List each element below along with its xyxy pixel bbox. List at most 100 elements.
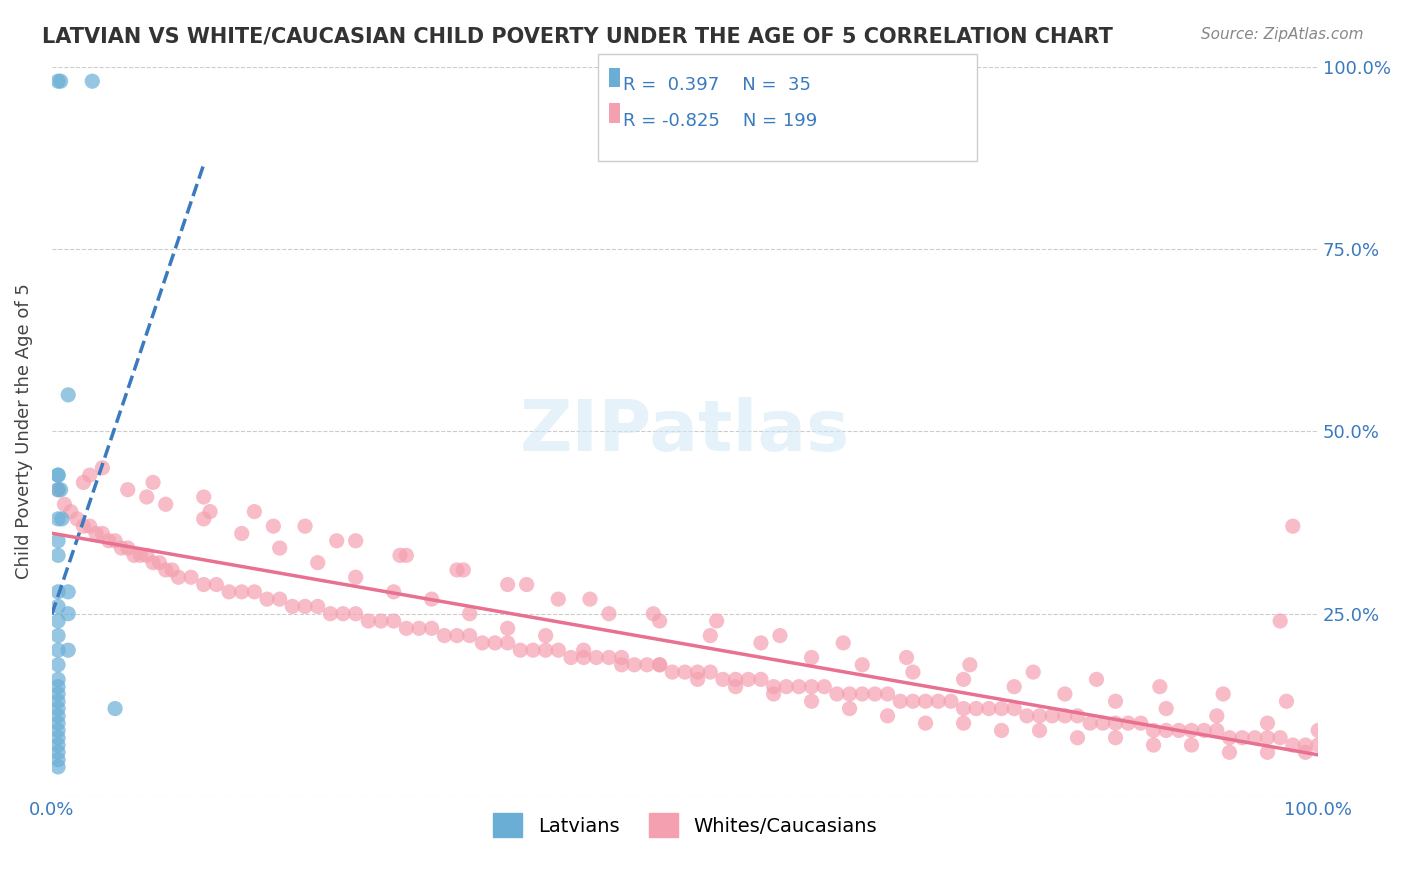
Text: ZIPatlas: ZIPatlas — [520, 397, 851, 466]
Point — [1002, 701, 1025, 715]
Point — [598, 650, 620, 665]
Point — [46, 745, 69, 759]
Point — [66, 512, 89, 526]
Point — [1053, 709, 1076, 723]
Point — [142, 475, 165, 490]
Point — [737, 673, 759, 687]
Point — [800, 694, 823, 708]
Point — [1180, 738, 1202, 752]
Point — [82, 74, 104, 88]
Point — [395, 621, 418, 635]
Point — [91, 460, 114, 475]
Point — [46, 468, 69, 483]
Point — [1078, 716, 1101, 731]
Point — [294, 519, 316, 533]
Point — [46, 614, 69, 628]
Point — [1066, 731, 1088, 745]
Point — [46, 599, 69, 614]
Point — [104, 701, 127, 715]
Point — [231, 526, 253, 541]
Point — [1040, 709, 1063, 723]
Point — [863, 687, 886, 701]
Point — [762, 687, 785, 701]
Point — [1192, 723, 1215, 738]
Point — [344, 607, 367, 621]
Point — [1154, 723, 1177, 738]
Point — [135, 490, 157, 504]
Point — [142, 556, 165, 570]
Text: Source: ZipAtlas.com: Source: ZipAtlas.com — [1201, 27, 1364, 42]
Point — [1129, 716, 1152, 731]
Point — [446, 629, 468, 643]
Y-axis label: Child Poverty Under the Age of 5: Child Poverty Under the Age of 5 — [15, 284, 32, 579]
Point — [110, 541, 132, 555]
Point — [332, 607, 354, 621]
Point — [534, 629, 557, 643]
Point — [610, 657, 633, 672]
Point — [724, 680, 747, 694]
Point — [218, 584, 240, 599]
Point — [180, 570, 202, 584]
Point — [952, 701, 974, 715]
Point — [832, 636, 855, 650]
Point — [1028, 709, 1050, 723]
Point — [1149, 680, 1171, 694]
Point — [46, 694, 69, 708]
Point — [370, 614, 392, 628]
Point — [446, 563, 468, 577]
Point — [1295, 745, 1317, 759]
Point — [46, 629, 69, 643]
Point — [1268, 731, 1291, 745]
Point — [51, 512, 73, 526]
Point — [686, 673, 709, 687]
Point — [1256, 745, 1278, 759]
Point — [104, 533, 127, 548]
Point — [1218, 745, 1240, 759]
Point — [1104, 694, 1126, 708]
Point — [231, 584, 253, 599]
Point — [686, 665, 709, 679]
Point — [1256, 716, 1278, 731]
Point — [516, 577, 538, 591]
Point — [1142, 723, 1164, 738]
Point — [46, 584, 69, 599]
Point — [585, 650, 607, 665]
Point — [281, 599, 304, 614]
Point — [762, 680, 785, 694]
Point — [388, 549, 411, 563]
Point — [977, 701, 1000, 715]
Point — [1205, 723, 1227, 738]
Point — [117, 541, 139, 555]
Point — [648, 657, 671, 672]
Point — [1295, 738, 1317, 752]
Point — [167, 570, 190, 584]
Point — [46, 643, 69, 657]
Point — [496, 621, 519, 635]
Point — [509, 643, 531, 657]
Point — [58, 607, 80, 621]
Point — [1218, 731, 1240, 745]
Point — [135, 549, 157, 563]
Point — [59, 505, 82, 519]
Point — [876, 687, 898, 701]
Point — [749, 636, 772, 650]
Point — [800, 650, 823, 665]
Point — [1167, 723, 1189, 738]
Point — [1180, 723, 1202, 738]
Point — [205, 577, 228, 591]
Point — [160, 563, 183, 577]
Point — [117, 483, 139, 497]
Point — [643, 607, 665, 621]
Point — [699, 629, 721, 643]
Point — [46, 657, 69, 672]
Point — [889, 694, 911, 708]
Text: LATVIAN VS WHITE/CAUCASIAN CHILD POVERTY UNDER THE AGE OF 5 CORRELATION CHART: LATVIAN VS WHITE/CAUCASIAN CHILD POVERTY… — [42, 27, 1114, 46]
Point — [1028, 723, 1050, 738]
Text: R =  0.397    N =  35: R = 0.397 N = 35 — [623, 76, 811, 94]
Point — [1104, 716, 1126, 731]
Point — [49, 483, 72, 497]
Point — [1256, 731, 1278, 745]
Point — [851, 657, 873, 672]
Point — [484, 636, 506, 650]
Point — [610, 650, 633, 665]
